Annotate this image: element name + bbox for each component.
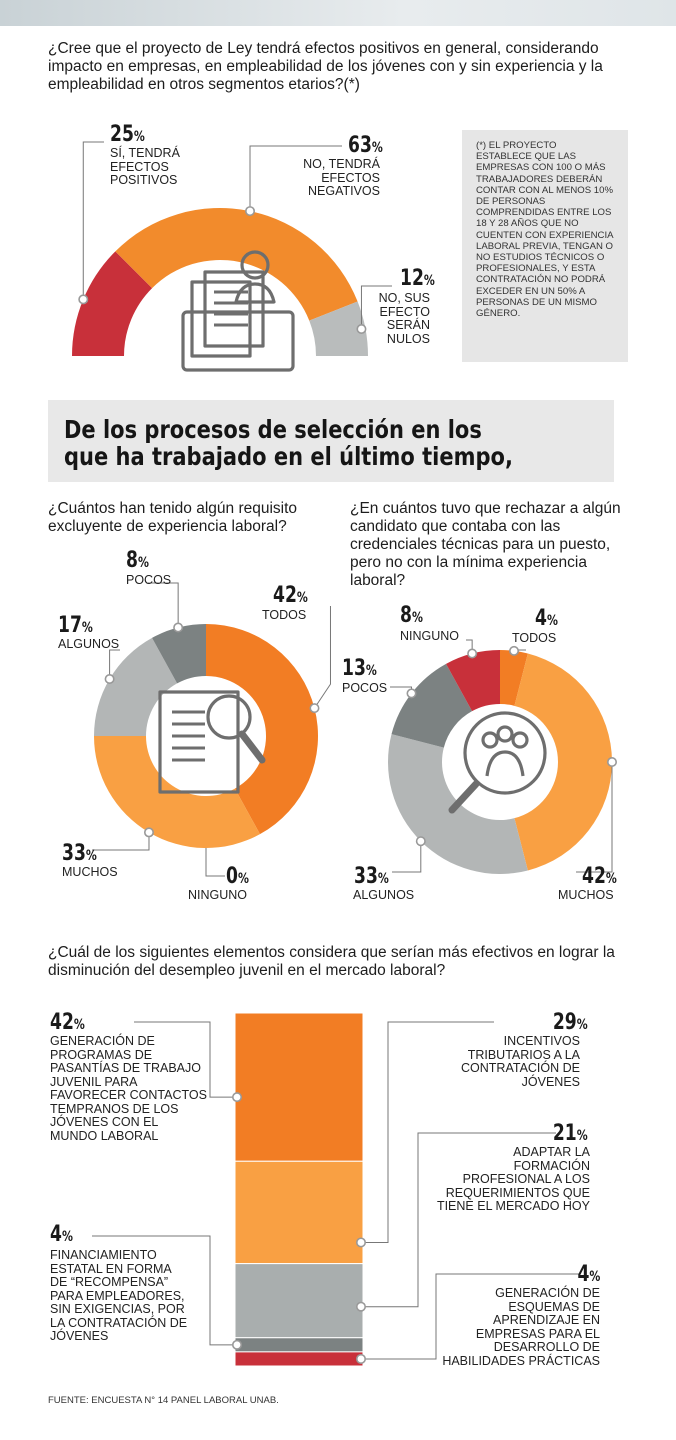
c2-pct-ninguno: 0% [226, 864, 249, 889]
c3-slice-0 [500, 650, 528, 706]
c2-leader-2 [92, 832, 150, 851]
section-title: De los procesos de selección en los que … [64, 415, 513, 471]
c4-bar-seg-4 [234, 1351, 364, 1367]
c4-leader-3 [92, 1235, 237, 1346]
document-magnifier-icon [158, 690, 266, 794]
c4-bar-seg-2 [234, 1263, 364, 1339]
c3-pct-todos: 4% [535, 606, 558, 631]
c3-pct-pocos: 13% [342, 656, 377, 681]
question-1: ¿Cree que el proyecto de Ley tendrá efec… [48, 40, 603, 93]
c2-dot-2 [143, 827, 154, 838]
c1-slice-1 [115, 207, 358, 321]
c2-pct-algunos: 17% [58, 613, 93, 638]
question-2: ¿Cuántos han tenido algún requisito excl… [48, 500, 298, 535]
c3-slice-4 [446, 650, 500, 712]
c1-dot-0 [78, 294, 89, 305]
c1-slice-2 [309, 301, 368, 356]
c1-dot-1 [245, 206, 256, 217]
section-band [48, 400, 614, 482]
c4-label-0: GENERACIÓN DE PROGRAMAS DE PASANTÍAS DE … [50, 1034, 207, 1143]
c2-dot-0 [309, 703, 320, 714]
c4-label-4: GENERACIÓN DE ESQUEMAS DE APRENDIZAJE EN… [442, 1286, 600, 1368]
c1-label-si: SÍ, TENDRÁ EFECTOS POSITIVOS [110, 146, 180, 187]
c2-label-muchos: MUCHOS [62, 865, 118, 879]
c4-bar-seg-1 [234, 1160, 364, 1265]
c2-leader-4 [148, 582, 179, 628]
c3-leader-2 [392, 841, 422, 873]
c1-leader-2 [360, 285, 392, 330]
c4-label-1: INCENTIVOS TRIBUTARIOS A LA CONTRATACIÓN… [461, 1034, 580, 1089]
c4-bar-seg-0 [234, 1012, 364, 1162]
c4-leader-2 [361, 1132, 556, 1308]
c1-pct-nulos: 12% [400, 266, 435, 291]
question-4: ¿Cuál de los siguientes elementos consid… [48, 944, 615, 979]
c2-dot-3 [104, 673, 115, 684]
c4-leader-0 [134, 1021, 237, 1098]
c4-dot-4 [355, 1353, 366, 1364]
c4-dot-1 [355, 1237, 366, 1248]
c2-label-pocos: POCOS [126, 573, 172, 587]
c2-slice-4 [152, 624, 206, 684]
c3-dot-2 [415, 836, 426, 847]
document-person-icon [181, 250, 295, 372]
c1-label-nulos: NO, SUS EFECTO SERÁN NULOS [378, 291, 430, 346]
c3-label-algunos: ALGUNOS [353, 888, 415, 902]
footnote-box: (*) El proyecto establece que las empres… [462, 130, 628, 362]
c1-dot-2 [356, 324, 367, 335]
c3-dot-4 [467, 648, 478, 659]
c4-dot-0 [232, 1092, 243, 1103]
c4-leader-1 [361, 1021, 494, 1243]
c1-pct-si: 25% [110, 122, 145, 147]
c3-leader-1 [576, 762, 613, 873]
c1-slice-0 [72, 251, 153, 356]
c4-dot-2 [355, 1301, 366, 1312]
c3-label-pocos: POCOS [342, 681, 388, 695]
c3-label-todos: TODOS [512, 631, 557, 645]
c4-pct-2: 21% [553, 1121, 588, 1146]
c1-label-negativos: NO, TENDRÁ EFECTOS NEGATIVOS [303, 157, 380, 198]
c4-dot-3 [232, 1339, 243, 1350]
c3-dot-0 [509, 645, 520, 656]
c2-label-ninguno: NINGUNO [188, 888, 248, 902]
c2-leader-0 [314, 606, 331, 709]
people-magnifier-icon [448, 711, 547, 814]
c4-pct-1: 29% [553, 1010, 588, 1035]
c1-leader-0 [82, 141, 104, 300]
c4-leader-4 [361, 1273, 580, 1360]
c3-slice-1 [514, 653, 612, 871]
c4-pct-4: 4% [577, 1262, 600, 1287]
c4-label-2: ADAPTAR LA FORMACIÓN PROFESIONAL A LOS R… [436, 1145, 590, 1213]
top-banner [0, 0, 676, 26]
c3-dot-1 [606, 756, 617, 767]
c2-leader-3 [109, 649, 120, 679]
c2-slice-3 [94, 637, 178, 736]
source-note: FUENTE: ENCUESTA N° 14 PANEL LABORAL UNA… [48, 1395, 279, 1406]
c2-dot-4 [173, 622, 184, 633]
c2-label-algunos: ALGUNOS [58, 637, 120, 651]
c4-pct-3: 4% [50, 1222, 73, 1247]
c3-label-ninguno: NINGUNO [400, 629, 460, 643]
c1-pct-negativos: 63% [348, 133, 383, 158]
c2-pct-todos: 42% [273, 583, 308, 608]
c3-pct-ninguno: 8% [400, 603, 423, 628]
c3-dot-3 [406, 688, 417, 699]
c3-pct-algunos: 33% [354, 864, 389, 889]
c2-label-todos: TODOS [262, 608, 307, 622]
c1-leader-1 [249, 145, 342, 212]
c3-pct-muchos: 42% [582, 864, 617, 889]
c4-label-3: FINANCIAMIENTO ESTATAL EN FORMA DE “RECO… [50, 1248, 188, 1343]
c4-pct-0: 42% [50, 1010, 85, 1035]
c3-slice-3 [391, 663, 473, 748]
c3-label-muchos: MUCHOS [558, 888, 614, 902]
c2-slice-0 [206, 624, 319, 835]
c4-bar-seg-3 [234, 1337, 364, 1353]
c2-leader-1 [205, 848, 225, 877]
c2-pct-muchos: 33% [62, 841, 97, 866]
question-3: ¿En cuántos tuvo que rechazar a algún ca… [350, 500, 621, 589]
c2-pct-pocos: 8% [126, 548, 149, 573]
